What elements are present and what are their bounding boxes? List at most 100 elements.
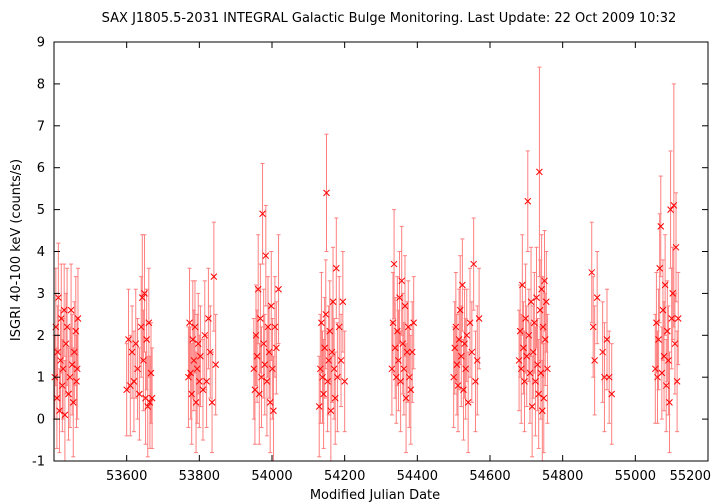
data-point (536, 306, 544, 314)
data-point (544, 365, 551, 373)
data-point (462, 365, 470, 373)
data-point (321, 344, 329, 352)
data-point (320, 390, 327, 398)
data-point (208, 398, 216, 406)
data-point (56, 407, 63, 415)
data-point (134, 365, 141, 373)
data-point (254, 285, 262, 293)
data-point (466, 319, 474, 327)
data-point (538, 407, 546, 415)
data-point (408, 348, 416, 356)
data-point (144, 403, 152, 410)
data-point (194, 340, 202, 348)
data-point (73, 365, 81, 373)
data-point (538, 285, 545, 293)
data-point (63, 323, 71, 331)
data-point (524, 197, 532, 205)
data-point (270, 407, 277, 415)
data-point (145, 319, 153, 327)
data-point (195, 378, 203, 385)
data-point (666, 398, 673, 406)
data-point (672, 243, 680, 251)
data-point (527, 298, 535, 306)
data-point (189, 336, 197, 343)
data-point (532, 378, 539, 385)
data-point (70, 348, 78, 356)
data-point (388, 365, 396, 373)
data-point (515, 357, 523, 364)
data-point (137, 323, 145, 331)
data-point (212, 361, 220, 368)
data-point (526, 369, 534, 377)
data-point (330, 365, 338, 373)
data-point (472, 378, 479, 385)
data-point (535, 390, 543, 398)
data-point (389, 319, 397, 327)
y-tick-label: 5 (37, 203, 45, 218)
data-point (540, 394, 548, 402)
data-point (339, 298, 347, 306)
x-tick-label: 54400 (397, 469, 438, 484)
data-point (608, 390, 616, 398)
data-point (653, 319, 660, 327)
data-point (397, 378, 404, 385)
y-tick-label: 7 (37, 119, 45, 134)
data-point (199, 386, 207, 394)
data-point (522, 315, 529, 322)
data-point (329, 298, 337, 306)
data-point (516, 327, 524, 335)
data-point (521, 378, 528, 385)
data-point (315, 403, 323, 410)
data-point (475, 315, 483, 322)
data-point (60, 306, 68, 314)
data-point (518, 281, 526, 289)
data-point (528, 403, 536, 410)
y-tick-label: 1 (37, 371, 45, 386)
data-point (54, 348, 61, 356)
data-point (61, 411, 69, 419)
y-tick-label: 2 (37, 329, 45, 344)
x-tick-label: 53600 (106, 469, 147, 484)
data-point (59, 365, 67, 373)
data-point (404, 323, 412, 331)
data-point (74, 315, 82, 322)
data-point (205, 315, 212, 322)
data-point (185, 373, 192, 381)
data-point (62, 340, 70, 348)
data-point (269, 365, 276, 373)
data-point (138, 294, 146, 301)
data-point (203, 378, 210, 385)
data-point (187, 369, 194, 377)
data-point (463, 331, 471, 339)
data-point (188, 390, 196, 398)
data-point (326, 327, 334, 335)
data-point (399, 340, 407, 348)
data-point (57, 357, 64, 364)
data-point (337, 357, 345, 364)
data-point (461, 340, 468, 348)
data-points (51, 168, 682, 419)
data-point (266, 398, 274, 406)
data-point (673, 378, 681, 385)
data-point (318, 319, 325, 327)
data-point (148, 394, 156, 402)
data-point (591, 357, 598, 364)
data-point (324, 378, 331, 385)
data-point (393, 327, 401, 335)
data-point (398, 277, 406, 285)
data-point (455, 336, 463, 343)
data-point (57, 315, 65, 322)
data-point (53, 394, 61, 402)
data-point (470, 260, 478, 268)
data-point (468, 348, 476, 356)
data-point (537, 369, 545, 377)
data-point (334, 373, 341, 381)
data-point (323, 189, 330, 197)
data-point (67, 306, 75, 314)
data-point (662, 382, 670, 389)
data-point (55, 294, 62, 301)
data-point (325, 357, 333, 364)
data-point (542, 298, 550, 306)
data-point (530, 319, 538, 327)
